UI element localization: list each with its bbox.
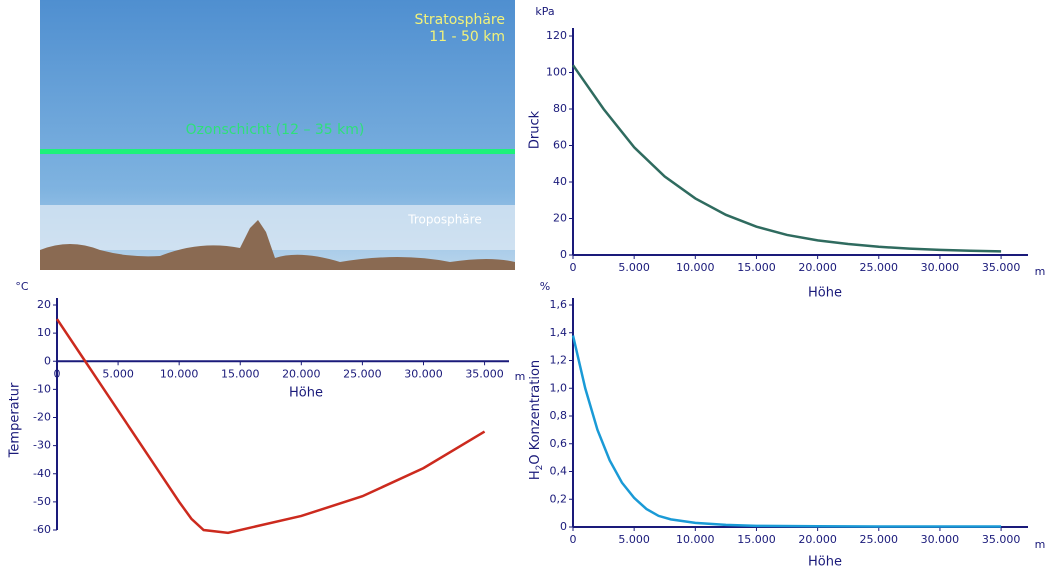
y-tick-label: 0,2: [550, 492, 568, 505]
y-axis-title-part: O Konzentration: [528, 360, 543, 465]
x-tick-label: 30.000: [921, 261, 960, 274]
y-tick-label: -10: [33, 382, 51, 395]
mountains: [40, 220, 515, 270]
clouds: [40, 205, 515, 250]
x-tick-label: 5.000: [618, 533, 650, 546]
y-tick-label: 0: [44, 354, 51, 367]
data-line: [571, 64, 1002, 253]
y-axis-title: Druck: [528, 110, 543, 149]
x-tick-label: 5.000: [102, 367, 134, 380]
x-tick-label: 0: [570, 533, 577, 546]
x-tick-label: 35.000: [982, 261, 1021, 274]
x-tick-label: 0: [54, 367, 61, 380]
x-tick-label: 35.000: [465, 367, 504, 380]
x-tick-label: 20.000: [798, 533, 837, 546]
y-tick-label: 0: [560, 520, 567, 533]
y-tick-label: 40: [553, 175, 567, 188]
y-tick-label: -60: [33, 523, 51, 536]
illustration: Stratosphäre 11 - 50 km Ozonschicht (12 …: [40, 0, 515, 270]
y-unit: kPa: [535, 5, 554, 18]
x-tick-label: 30.000: [404, 367, 443, 380]
x-tick-label: 25.000: [343, 367, 382, 380]
x-tick-label: 30.000: [921, 533, 960, 546]
y-tick-label: 120: [546, 29, 567, 42]
data-line: [55, 318, 486, 535]
y-tick-label: 0,8: [550, 409, 568, 422]
x-tick-label: 15.000: [737, 533, 776, 546]
stratosphere-label: Stratosphäre: [415, 12, 505, 28]
data-line: [571, 335, 1002, 528]
x-tick-label: 25.000: [860, 261, 899, 274]
ozone-label: Ozonschicht (12 – 35 km): [186, 122, 365, 138]
y-tick-label: 1,6: [550, 298, 568, 311]
y-axis-title: Temperatur: [8, 382, 23, 458]
y-tick-label: 20: [37, 298, 51, 311]
troposphere-label: Troposphäre: [407, 213, 481, 227]
y-unit: °C: [15, 280, 29, 293]
y-tick-label: 10: [37, 326, 51, 339]
x-tick-label: 10.000: [160, 367, 199, 380]
x-tick-label: 35.000: [982, 533, 1021, 546]
y-tick-label: 80: [553, 102, 567, 115]
y-tick-label: 0,4: [550, 465, 568, 478]
stratosphere-range: 11 - 50 km: [429, 29, 505, 45]
x-tick-label: 15.000: [737, 261, 776, 274]
y-tick-label: 100: [546, 66, 567, 79]
y-axis-title: H2O Konzentration: [528, 360, 545, 480]
y-tick-label: -30: [33, 439, 51, 452]
ozone-line: [40, 149, 515, 154]
x-axis-title: Höhe: [808, 555, 842, 570]
y-tick-label: 60: [553, 139, 567, 152]
y-unit: %: [540, 280, 550, 293]
y-axis-title-part: H: [528, 470, 543, 480]
y-tick-label: 0: [560, 248, 567, 261]
x-tick-label: 20.000: [798, 261, 837, 274]
y-tick-label: 20: [553, 212, 567, 225]
y-axis-title-part: 2: [535, 465, 545, 471]
y-tick-label: -40: [33, 467, 51, 480]
x-axis-title: Höhe: [289, 386, 323, 401]
x-unit: m: [1035, 265, 1046, 278]
x-unit: m: [515, 370, 526, 383]
y-tick-label: 1,4: [550, 326, 568, 339]
x-tick-label: 15.000: [221, 367, 260, 380]
y-tick-label: -50: [33, 495, 51, 508]
x-tick-label: 20.000: [282, 367, 321, 380]
x-tick-label: 25.000: [860, 533, 899, 546]
x-tick-label: 0: [570, 261, 577, 274]
x-axis-title: Höhe: [808, 286, 842, 301]
x-unit: m: [1035, 538, 1046, 551]
x-tick-label: 10.000: [676, 261, 715, 274]
y-tick-label: 1,0: [550, 381, 568, 394]
x-tick-label: 5.000: [618, 261, 650, 274]
y-tick-label: 0,6: [550, 437, 568, 450]
y-tick-label: -20: [33, 411, 51, 424]
x-tick-label: 10.000: [676, 533, 715, 546]
y-tick-label: 1,2: [550, 354, 568, 367]
